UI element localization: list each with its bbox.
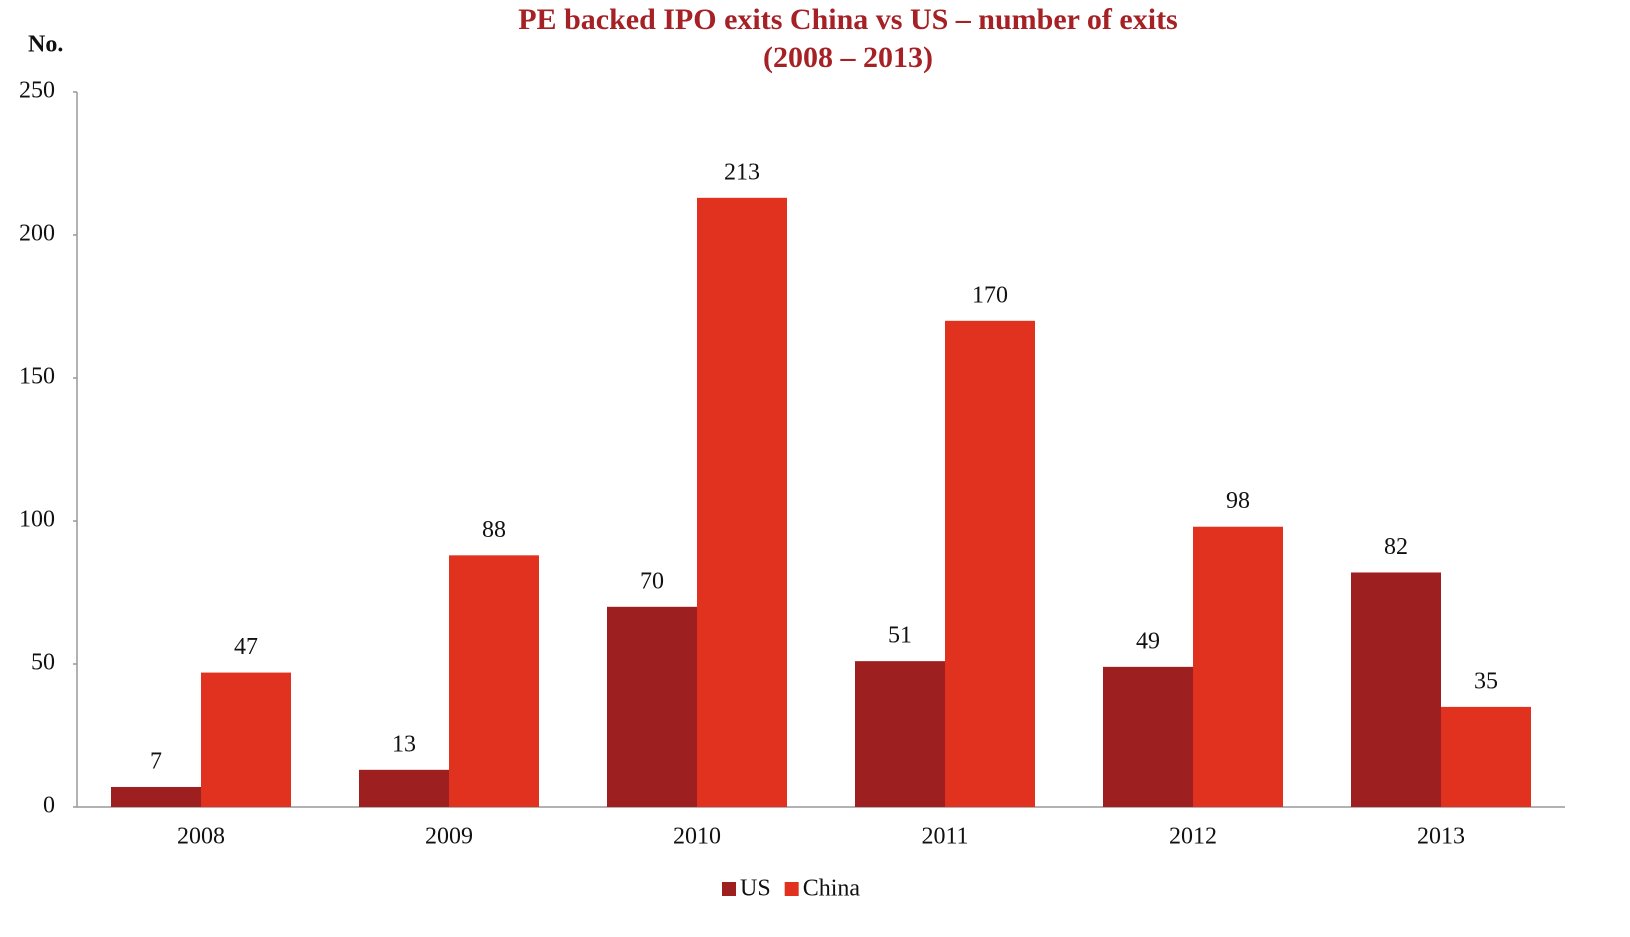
- bar: [697, 197, 787, 807]
- data-label: 35: [1474, 668, 1498, 694]
- bar: [607, 606, 697, 807]
- legend-label: US: [740, 876, 771, 902]
- x-tick-label: 2010: [673, 824, 721, 850]
- data-label: 49: [1136, 628, 1160, 654]
- x-tick-label: 2008: [177, 824, 225, 850]
- data-label: 13: [392, 731, 416, 757]
- bar: [1351, 572, 1441, 807]
- bar: [449, 555, 539, 807]
- y-tick-label: 250: [19, 78, 55, 104]
- data-label: 98: [1226, 488, 1250, 514]
- bar: [201, 672, 291, 807]
- data-label: 51: [888, 623, 912, 649]
- x-tick-label: 2009: [425, 824, 473, 850]
- data-label: 7: [150, 748, 162, 774]
- data-label: 47: [234, 634, 258, 660]
- y-tick-label: 200: [19, 221, 55, 247]
- data-label: 170: [972, 282, 1008, 308]
- bar: [1103, 666, 1193, 807]
- x-tick-label: 2013: [1417, 824, 1465, 850]
- data-label: 70: [640, 568, 664, 594]
- legend-label: China: [803, 876, 861, 902]
- x-tick-label: 2012: [1169, 824, 1217, 850]
- legend-swatch: [722, 882, 736, 896]
- y-axis-label: No.: [28, 32, 63, 58]
- y-tick-label: 50: [31, 650, 55, 676]
- data-label: 88: [482, 517, 506, 543]
- bar: [855, 661, 945, 807]
- data-label: 82: [1384, 534, 1408, 560]
- data-label: 213: [724, 159, 760, 185]
- bar: [1441, 706, 1531, 807]
- bar: [945, 320, 1035, 807]
- y-tick-label: 150: [19, 364, 55, 390]
- bar: [359, 769, 449, 807]
- x-tick-label: 2011: [921, 824, 968, 850]
- y-tick-label: 100: [19, 507, 55, 533]
- bar: [1193, 526, 1283, 807]
- chart-subtitle: (2008 – 2013): [763, 41, 933, 74]
- legend-swatch: [784, 882, 799, 896]
- bar: [111, 786, 201, 807]
- y-tick-label: 0: [43, 793, 55, 819]
- chart-title: PE backed IPO exits China vs US – number…: [518, 3, 1178, 36]
